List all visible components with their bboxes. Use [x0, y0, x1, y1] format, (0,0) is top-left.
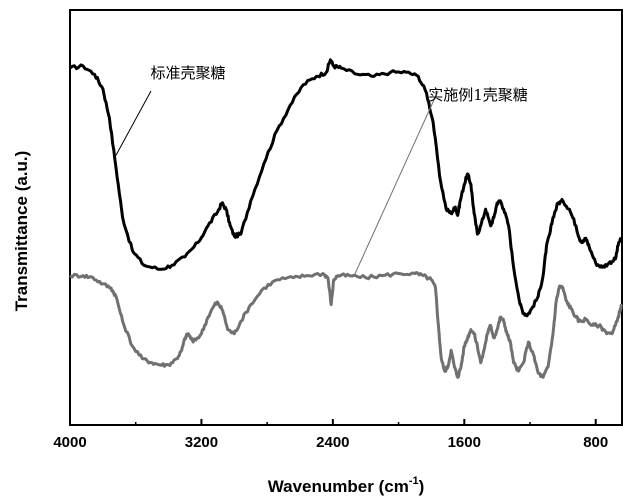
series-line-2	[69, 271, 623, 379]
x-tick-label-2400: 2400	[316, 434, 349, 451]
plot-frame	[69, 9, 623, 426]
series-line-1	[69, 58, 623, 318]
x-tick-label-4000: 4000	[53, 434, 86, 451]
annotation-label-1: 标准壳聚糖	[150, 64, 225, 82]
x-tick-label-800: 800	[583, 434, 608, 451]
x-axis-title: Wavenumber (cm-1)	[268, 475, 425, 496]
axes-group: 4000 3200 2400 1600 800	[53, 419, 608, 451]
y-axis-title: Transmittance (a.u.)	[12, 151, 31, 312]
x-tick-label-3200: 3200	[185, 434, 218, 451]
plot-area	[69, 9, 623, 426]
series-group	[69, 58, 623, 379]
annotation-leader-2	[353, 90, 439, 276]
x-axis-title-main: Wavenumber (cm	[268, 477, 409, 496]
annotation-leader-1	[115, 90, 152, 156]
x-tick-label-1600: 1600	[448, 434, 481, 451]
x-axis-title-sup: -1	[409, 475, 419, 487]
x-axis-title-close: )	[419, 477, 425, 496]
annotation-label-2: 实施例1壳聚糖	[428, 86, 528, 104]
